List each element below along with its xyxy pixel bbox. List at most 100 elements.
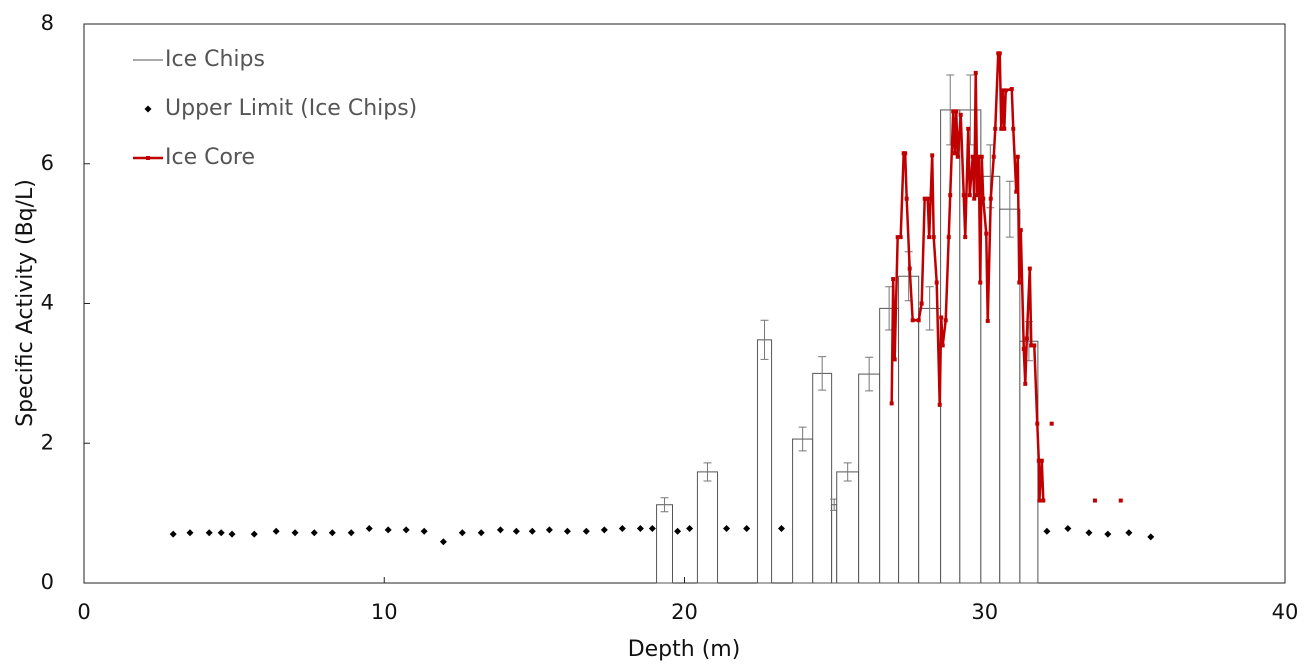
- line-marker: [985, 318, 990, 323]
- scatter-point: [636, 524, 644, 532]
- line-marker: [907, 266, 912, 271]
- line-marker: [970, 154, 975, 159]
- line-marker: [895, 235, 900, 240]
- line-marker: [1037, 498, 1042, 503]
- y-tick-label: 4: [41, 291, 54, 315]
- line-marker: [966, 126, 971, 131]
- line-marker: [934, 280, 939, 285]
- scatter-point: [458, 529, 466, 537]
- error-bar: [798, 426, 807, 452]
- legend-label: Upper Limit (Ice Chips): [165, 96, 417, 121]
- scatter-point: [1064, 524, 1072, 532]
- error-bar: [760, 319, 769, 360]
- line-marker: [925, 196, 930, 201]
- line-marker: [979, 154, 984, 159]
- scatter-point: [1125, 529, 1133, 537]
- line-marker: [1092, 498, 1097, 503]
- scatter-point: [439, 538, 447, 546]
- line-marker: [976, 154, 981, 159]
- line-marker: [1032, 343, 1037, 348]
- line-marker: [981, 196, 986, 201]
- line-marker: [937, 402, 942, 407]
- scatter-point: [347, 529, 355, 537]
- line-marker: [1015, 154, 1020, 159]
- line-marker: [916, 318, 921, 323]
- line-marker: [967, 193, 972, 198]
- scatter-point: [648, 524, 656, 532]
- line-marker: [922, 196, 927, 201]
- scatter-point: [618, 524, 626, 532]
- line-marker: [892, 357, 897, 362]
- scatter-point: [477, 529, 485, 537]
- line-marker: [958, 112, 963, 117]
- scatter-point: [545, 526, 553, 534]
- scatter-point: [1147, 533, 1155, 541]
- line-marker: [951, 109, 956, 114]
- scatter-point: [563, 527, 571, 535]
- error-bar: [843, 462, 852, 482]
- line-marker: [943, 318, 948, 323]
- line-marker: [991, 154, 996, 159]
- bar: [898, 275, 920, 584]
- line-marker: [1000, 88, 1005, 93]
- line-marker: [1029, 343, 1034, 348]
- scatter-point: [205, 529, 213, 537]
- x-axis-title: Depth (m): [628, 637, 741, 662]
- x-tick-label: 40: [1272, 600, 1299, 624]
- line-marker: [919, 301, 924, 306]
- scatter-point: [250, 530, 258, 538]
- line-marker: [927, 235, 932, 240]
- line-marker: [891, 277, 896, 282]
- scatter-point: [169, 530, 177, 538]
- line-marker: [1002, 126, 1007, 131]
- scatter-point: [384, 526, 392, 534]
- scatter-point: [310, 529, 318, 537]
- line-marker: [1118, 498, 1123, 503]
- line-marker: [993, 126, 998, 131]
- y-tick-label: 0: [41, 570, 54, 594]
- x-tick-label: 20: [671, 600, 698, 624]
- line-marker: [963, 235, 968, 240]
- line-marker: [955, 154, 960, 159]
- line-marker: [954, 109, 959, 114]
- error-bar: [660, 497, 669, 513]
- scatter-point: [686, 524, 694, 532]
- x-tick-label: 10: [371, 600, 398, 624]
- line-marker: [1027, 266, 1032, 271]
- line-marker: [1003, 88, 1008, 93]
- legend-icon: [146, 156, 150, 160]
- line-marker: [984, 231, 989, 236]
- scatter-point: [528, 527, 536, 535]
- error-bar: [966, 74, 975, 146]
- scatter-point: [1104, 530, 1112, 538]
- bar: [756, 339, 773, 584]
- scatter-point: [600, 526, 608, 534]
- bar: [831, 504, 838, 584]
- line-marker: [975, 193, 980, 198]
- line-marker: [931, 235, 936, 240]
- line-marker: [946, 235, 951, 240]
- line-marker: [973, 70, 978, 75]
- legend-icon: [144, 105, 152, 113]
- bar: [696, 471, 719, 584]
- scatter-point: [743, 524, 751, 532]
- line-marker: [940, 343, 945, 348]
- line-marker: [1011, 126, 1016, 131]
- legend-label: Ice Chips: [165, 47, 265, 72]
- line-marker: [1024, 336, 1029, 341]
- scatter-point: [328, 529, 336, 537]
- line-marker: [997, 51, 1002, 56]
- scatter-point: [674, 527, 682, 535]
- line-marker: [978, 280, 983, 285]
- scatter-point: [420, 527, 428, 535]
- scatter-point: [1043, 527, 1051, 535]
- scatter-point: [582, 527, 590, 535]
- bar: [999, 208, 1021, 584]
- line-marker: [1041, 498, 1046, 503]
- line-marker: [910, 318, 915, 323]
- bar: [792, 438, 814, 584]
- scatter-point: [777, 524, 785, 532]
- line-marker: [939, 315, 944, 320]
- line-marker: [1035, 421, 1040, 426]
